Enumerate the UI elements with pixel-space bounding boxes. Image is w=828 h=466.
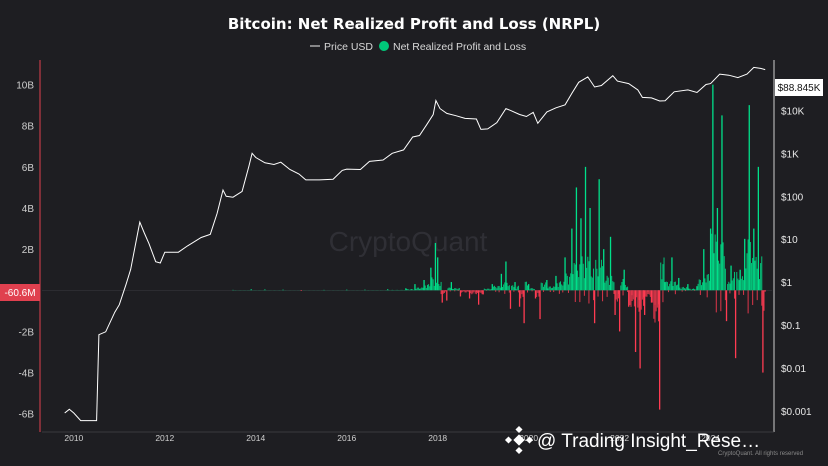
left-tick-label: 2B [22, 245, 35, 256]
watermark: CryptoQuant [329, 226, 488, 257]
x-tick-label: 2024 [701, 433, 720, 443]
right-tick-label: $100 [781, 192, 804, 203]
nrpl-series [232, 84, 766, 410]
left-axis: 10B 8B 6B 4B 2B -2B -4B -6B [16, 60, 41, 432]
left-tick-label: 10B [16, 81, 34, 92]
footer-brand: @ Trading Insight_Rese… CryptoQuant. All… [504, 425, 803, 457]
footer-copyright: CryptoQuant. All rights reserved [718, 451, 803, 457]
footer-handle: @ Trading Insight_Rese… [537, 431, 760, 452]
right-tick-label: $0.1 [781, 321, 801, 332]
binance-diamond-icon [504, 425, 534, 455]
right-tick-label: $10 [781, 235, 798, 246]
right-axis: $10K $1K $100 $10 $1 $0.1 $0.01 $0.001 [773, 60, 812, 432]
x-tick-label: 2018 [428, 433, 447, 443]
right-tick-label: $1 [781, 278, 793, 289]
left-current-value: -60.6M [4, 288, 35, 299]
left-tick-label: -6B [18, 410, 34, 421]
legend[interactable]: Price USD Net Realized Profit and Loss [310, 41, 526, 53]
right-tick-label: $0.001 [781, 407, 812, 418]
price-line [64, 66, 766, 422]
right-current-value-tag: $88.845K [775, 79, 823, 96]
x-tick-label: 2022 [610, 433, 629, 443]
left-tick-label: -2B [18, 327, 34, 338]
left-tick-label: 6B [22, 163, 35, 174]
legend-price-label[interactable]: Price USD [324, 41, 373, 53]
x-tick-label: 2014 [246, 433, 265, 443]
x-tick-label: 2012 [155, 433, 174, 443]
legend-nrpl-dot-icon [379, 41, 389, 51]
right-tick-label: $10K [781, 106, 805, 117]
left-current-value-tag: -60.6M [0, 284, 40, 301]
chart-title: Bitcoin: Net Realized Profit and Loss (N… [228, 15, 600, 33]
left-tick-label: -4B [18, 369, 34, 380]
x-tick-label: 2016 [337, 433, 356, 443]
left-tick-label: 8B [22, 122, 35, 133]
right-tick-label: $1K [781, 149, 799, 160]
right-tick-label: $0.01 [781, 364, 806, 375]
x-tick-label: 2010 [64, 433, 83, 443]
right-current-value: $88.845K [778, 83, 821, 94]
legend-nrpl-label[interactable]: Net Realized Profit and Loss [393, 41, 526, 53]
left-tick-label: 4B [22, 204, 35, 215]
